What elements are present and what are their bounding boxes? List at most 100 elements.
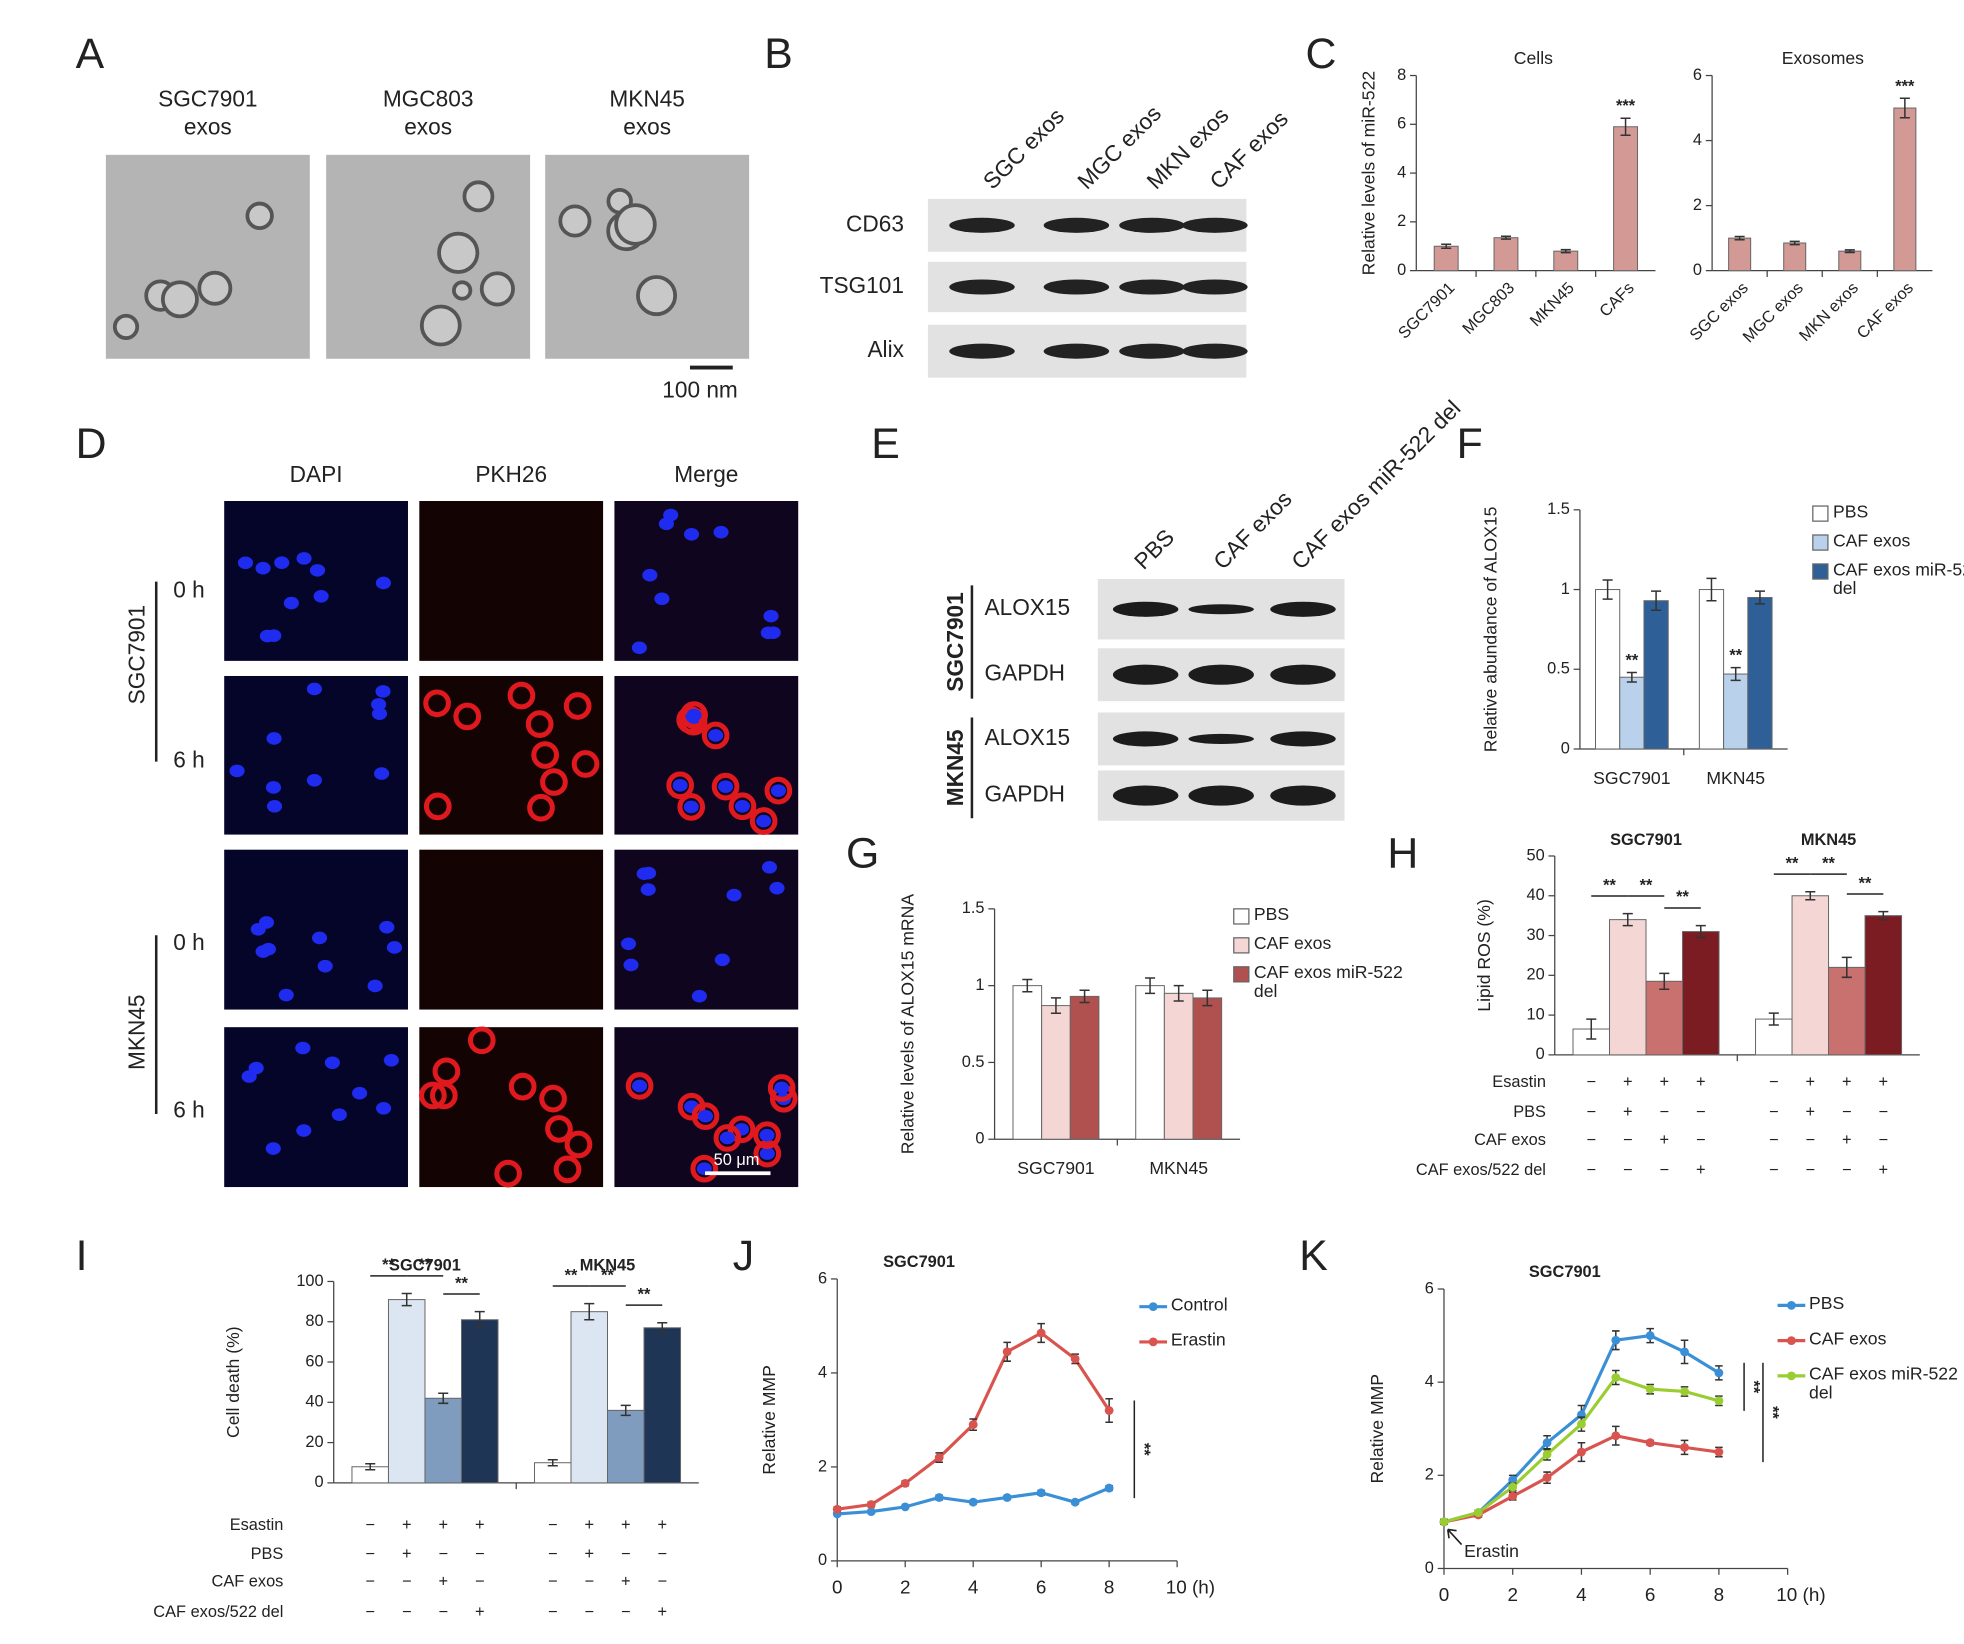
y-tick-label: 2 (818, 1457, 827, 1475)
panel-letter: F (1457, 420, 1483, 468)
nucleus (734, 799, 750, 813)
nucleus (295, 1041, 311, 1055)
legend-label: CAF exos miR-522 del (1832, 560, 1964, 598)
y-tick-label: 1 (1561, 580, 1570, 598)
blot-band (1119, 343, 1185, 359)
treatment-sign: + (475, 1516, 485, 1534)
nucleus (636, 867, 652, 881)
treatment-sign: + (438, 1516, 448, 1534)
sample-label: exos (623, 113, 671, 139)
legend-entry: PBS (1809, 1294, 1844, 1312)
x-tick-label: MKN45 (1527, 279, 1578, 330)
protein-label: TSG101 (820, 272, 904, 298)
nucleus (306, 774, 322, 787)
nucleus (770, 784, 786, 797)
x-tick-label: 6 (1645, 1585, 1655, 1606)
bar (1595, 589, 1621, 750)
nucleus (374, 767, 390, 780)
blot-band (1188, 785, 1254, 806)
marker (1542, 1438, 1552, 1448)
treatment-sign: + (621, 1573, 631, 1591)
pkh-signal (728, 792, 757, 821)
sample-label: SGC7901 (158, 86, 257, 112)
legend-swatch (1233, 908, 1250, 925)
nucleus (265, 781, 282, 794)
bar (1553, 250, 1579, 272)
treatment-label: CAF exos (1474, 1131, 1546, 1149)
treatment-sign: − (365, 1573, 375, 1591)
pkh-signal (753, 1139, 782, 1168)
bar (1698, 589, 1725, 750)
pkh-signal (564, 1130, 593, 1159)
marker (1070, 1497, 1080, 1507)
legend-swatch (1233, 966, 1250, 983)
error-bar (1706, 577, 1717, 602)
y-tick-label: 20 (305, 1433, 323, 1451)
y-tick-label: 20 (1526, 966, 1544, 984)
treatment-sign: + (1879, 1073, 1889, 1091)
x-tick-label: MGC exos (1740, 279, 1807, 346)
treatment-sign: − (548, 1573, 558, 1591)
vesicle (419, 304, 462, 347)
nucleus (713, 525, 729, 539)
legend-entry: PBS (1833, 502, 1868, 520)
marker (934, 1453, 944, 1462)
legend-marker (1148, 1302, 1158, 1312)
legend-marker (1148, 1337, 1158, 1347)
x-tick-label: 4 (1576, 1585, 1586, 1606)
error-bar (1805, 891, 1816, 901)
panel-letter: E (871, 420, 900, 468)
treatment-sign: − (1586, 1073, 1596, 1091)
protein-label: GAPDH (985, 660, 1066, 686)
error-bar (1899, 97, 1910, 119)
treatment-sign: + (438, 1573, 448, 1591)
marker (1508, 1475, 1518, 1485)
micrograph (419, 501, 604, 661)
legend-entry: PBS (1254, 905, 1289, 923)
marker (900, 1478, 910, 1488)
nucleus (375, 685, 391, 698)
pkh-signal (680, 701, 708, 729)
bar (1135, 985, 1165, 1140)
y-tick-label: 6 (1397, 115, 1406, 133)
significance-label: ** (1729, 647, 1742, 665)
treatment-sign: − (657, 1573, 667, 1591)
y-tick-label: 0 (315, 1473, 324, 1491)
y-tick-label: 4 (818, 1363, 827, 1381)
cell-line-label: MKN45 (124, 994, 150, 1070)
error-bar (1659, 972, 1670, 991)
x-tick-label: SGC7901 (1593, 768, 1670, 788)
bar (1433, 245, 1459, 272)
treatment-sign: − (1586, 1103, 1596, 1121)
nucleus (371, 698, 387, 711)
vesicle (636, 275, 678, 317)
chart-title: SGC7901 (883, 1253, 955, 1271)
nucleus (324, 1056, 340, 1070)
treatment-sign: − (402, 1573, 412, 1591)
bar (1645, 980, 1684, 1056)
treatment-sign: − (1769, 1073, 1779, 1091)
blot-band (1182, 279, 1248, 295)
nucleus (283, 596, 299, 610)
legend-entry: CAF exos miR-522 del (1254, 963, 1403, 1000)
nucleus (708, 729, 724, 742)
nucleus (237, 556, 254, 570)
nucleus (691, 989, 707, 1003)
legend-entry: CAF exos (1809, 1329, 1886, 1347)
nucleus (774, 1081, 790, 1095)
y-tick-label: 0 (975, 1130, 984, 1148)
error-bar (1754, 590, 1765, 605)
pkh-signal (691, 1102, 720, 1131)
bar (424, 1397, 462, 1484)
sample-label: exos (404, 113, 452, 139)
treatment-sign: − (475, 1573, 485, 1591)
nucleus (306, 682, 322, 696)
pkh-signal (677, 793, 706, 821)
channel-label: DAPI (290, 461, 343, 487)
bar (1747, 597, 1773, 750)
bar (1838, 250, 1862, 272)
bar (1643, 600, 1669, 750)
marker (1508, 1482, 1518, 1492)
x-tick-label: MKN exos (1796, 279, 1862, 345)
sample-label: MKN45 (609, 86, 685, 112)
